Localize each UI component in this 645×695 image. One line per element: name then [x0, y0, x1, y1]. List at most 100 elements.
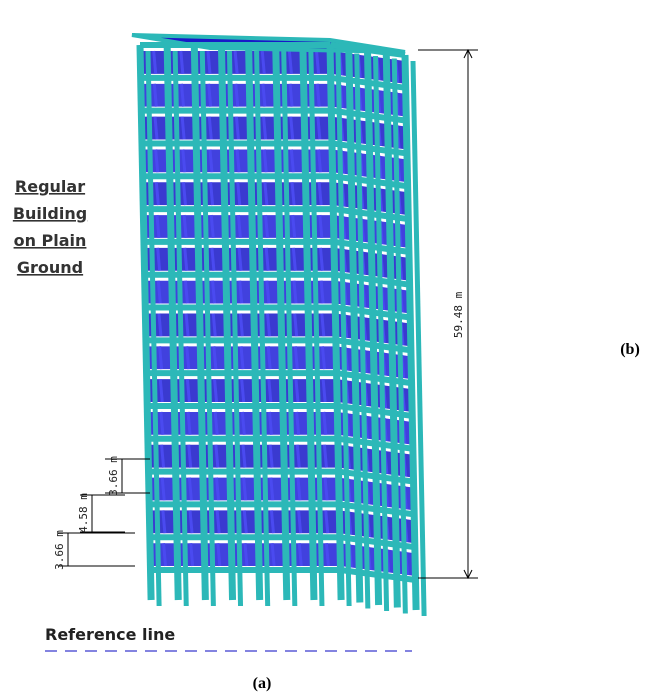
inner-column — [295, 346, 297, 369]
inner-column — [240, 281, 242, 304]
building-frame — [132, 35, 424, 616]
inner-column — [158, 248, 160, 271]
inner-column — [244, 510, 246, 533]
inner-column — [262, 51, 264, 74]
inner-column — [296, 379, 298, 402]
inner-column — [320, 248, 322, 271]
inner-column — [190, 510, 192, 533]
inner-column — [211, 182, 213, 205]
inner-column — [156, 149, 158, 172]
inner-column — [264, 117, 266, 140]
inner-column — [188, 412, 190, 435]
inner-column — [186, 314, 188, 337]
inner-column — [317, 84, 319, 107]
inner-column — [319, 182, 321, 205]
inner-column — [184, 215, 186, 238]
storey-dimensions — [58, 459, 150, 566]
inner-column — [189, 478, 191, 501]
inner-column — [269, 412, 271, 435]
inner-column — [183, 182, 185, 205]
inner-column — [293, 248, 295, 271]
inner-column — [264, 149, 266, 172]
inner-column — [271, 510, 273, 533]
inner-column — [320, 215, 322, 238]
inner-column — [272, 543, 274, 566]
inner-column — [297, 412, 299, 435]
inner-column — [291, 117, 293, 140]
inner-column — [240, 314, 242, 337]
inner-column — [236, 84, 238, 107]
inner-column — [270, 445, 272, 468]
inner-column — [161, 412, 163, 435]
inner-column — [237, 149, 239, 172]
inner-column — [182, 117, 184, 140]
figure: Regular Building on Plain Ground 59.48 m… — [0, 0, 645, 695]
inner-column — [242, 379, 244, 402]
inner-column — [299, 543, 301, 566]
inner-column — [158, 281, 160, 304]
inner-column — [265, 182, 267, 205]
inner-column — [216, 445, 218, 468]
inner-column — [245, 543, 247, 566]
inner-column — [292, 182, 294, 205]
inner-column — [164, 543, 166, 566]
inner-column — [323, 379, 325, 402]
inner-column — [293, 215, 295, 238]
inner-column — [217, 510, 219, 533]
inner-column — [213, 314, 215, 337]
inner-column — [209, 117, 211, 140]
description-line: Building — [13, 204, 87, 223]
inner-column — [243, 445, 245, 468]
inner-column — [295, 314, 297, 337]
inner-column — [191, 543, 193, 566]
inner-column — [269, 379, 271, 402]
inner-column — [185, 248, 187, 271]
description-line: Regular — [15, 177, 85, 196]
inner-column — [235, 51, 237, 74]
inner-column — [299, 510, 301, 533]
inner-column — [291, 149, 293, 172]
inner-column — [317, 51, 319, 74]
inner-column — [162, 445, 164, 468]
inner-column — [298, 478, 300, 501]
inner-column — [210, 149, 212, 172]
inner-column — [239, 248, 241, 271]
inner-column — [163, 510, 165, 533]
inner-column — [266, 215, 268, 238]
inner-column — [217, 478, 219, 501]
storey-height-label: 4.58 m — [77, 493, 90, 533]
inner-column — [211, 215, 213, 238]
inner-column — [294, 281, 296, 304]
inner-column — [325, 478, 327, 501]
height-dimension — [418, 50, 478, 578]
inner-column — [218, 543, 220, 566]
description-line: Ground — [17, 258, 83, 277]
inner-column — [271, 478, 273, 501]
inner-column — [160, 379, 162, 402]
inner-column — [290, 84, 292, 107]
inner-column — [156, 182, 158, 205]
inner-column — [297, 445, 299, 468]
inner-column — [289, 51, 291, 74]
storey-height-label: 3.66 m — [53, 530, 66, 570]
inner-column — [183, 149, 185, 172]
inner-column — [321, 281, 323, 304]
inner-column — [159, 314, 161, 337]
inner-column — [181, 84, 183, 107]
inner-column — [154, 84, 156, 107]
reference-label: Reference line — [45, 625, 175, 644]
inner-column — [326, 510, 328, 533]
inner-column — [324, 412, 326, 435]
inner-column — [267, 281, 269, 304]
inner-column — [268, 314, 270, 337]
inner-column — [263, 84, 265, 107]
panel-label: (b) — [620, 341, 640, 358]
height-label: 59.48 m — [452, 291, 465, 338]
inner-column — [244, 478, 246, 501]
inner-column — [236, 117, 238, 140]
inner-column — [160, 346, 162, 369]
inner-column — [322, 314, 324, 337]
inner-column — [162, 478, 164, 501]
inner-column — [209, 84, 211, 107]
inner-column — [181, 51, 183, 74]
